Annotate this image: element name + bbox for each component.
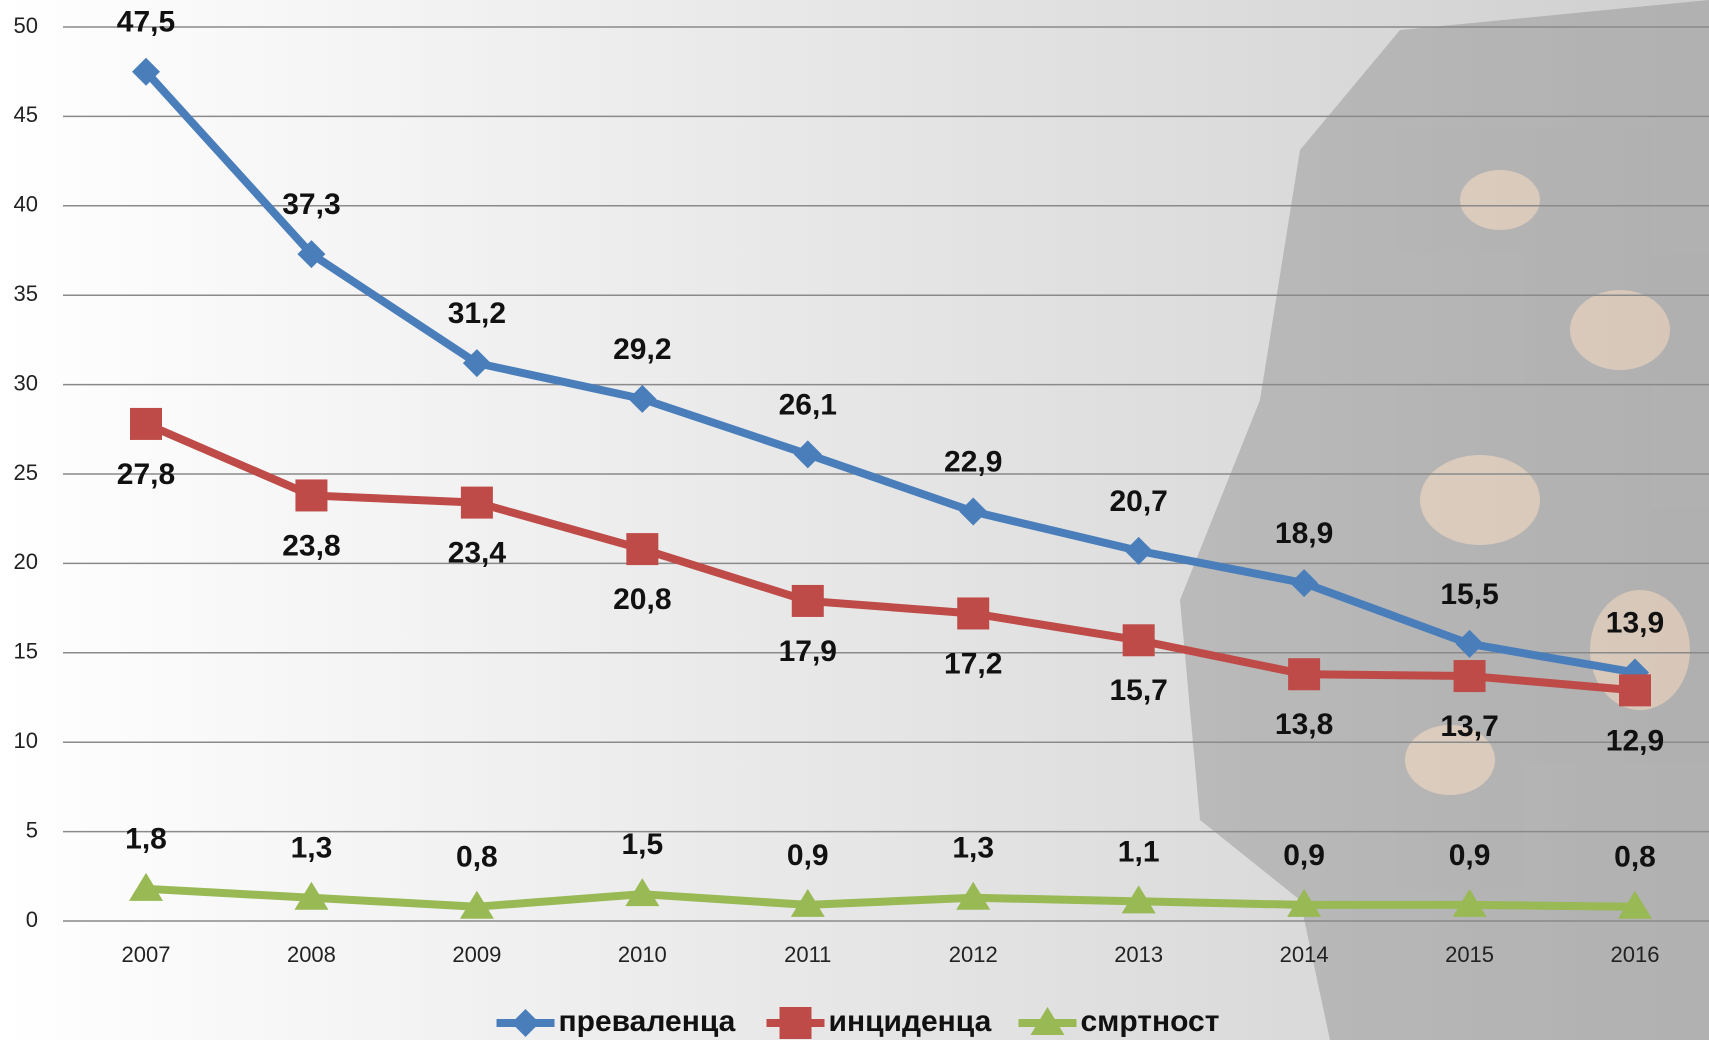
value-label: 22,9: [944, 445, 1002, 478]
marker: [792, 585, 824, 617]
value-label: 12,9: [1606, 724, 1664, 757]
value-label: 1,5: [621, 828, 663, 861]
x-tick-label: 2009: [452, 942, 501, 967]
value-label: 17,2: [944, 647, 1002, 680]
y-tick-label: 15: [14, 639, 38, 664]
x-tick-label: 2011: [784, 942, 831, 967]
y-tick-label: 40: [14, 192, 38, 217]
value-label: 1,8: [125, 823, 167, 856]
y-tick-label: 25: [14, 460, 38, 485]
y-tick-label: 35: [14, 281, 38, 306]
value-label: 26,1: [779, 388, 837, 421]
value-label: 0,8: [456, 841, 498, 874]
marker: [957, 597, 989, 629]
value-label: 15,5: [1440, 578, 1498, 611]
value-label: 1,3: [291, 832, 333, 865]
y-tick-label: 45: [14, 102, 38, 127]
value-label: 0,9: [787, 839, 829, 872]
value-label: 0,8: [1614, 841, 1656, 874]
value-label: 23,8: [282, 529, 340, 562]
legend-item: инциденца: [767, 1005, 992, 1039]
value-label: 0,9: [1283, 839, 1325, 872]
value-label: 37,3: [282, 188, 340, 221]
marker: [1288, 658, 1320, 690]
value-label: 13,9: [1606, 606, 1664, 639]
marker: [1619, 674, 1651, 706]
legend-label: инциденца: [829, 1005, 992, 1038]
y-tick-label: 50: [14, 13, 38, 38]
y-tick-label: 30: [14, 370, 38, 395]
value-label: 29,2: [613, 333, 671, 366]
x-tick-label: 2016: [1611, 942, 1660, 967]
x-tick-label: 2010: [618, 942, 667, 967]
value-label: 18,9: [1275, 517, 1333, 550]
marker: [130, 408, 162, 440]
value-label: 20,7: [1109, 485, 1167, 518]
chart: 0 5 10 15 20 25 30 35 40 45 50 2007 2008 2009 2010 2011…: [0, 0, 1709, 1040]
x-tick-label: 2008: [287, 942, 336, 967]
legend-label: преваленца: [559, 1005, 736, 1038]
value-label: 20,8: [613, 583, 671, 616]
x-tick-label: 2007: [122, 942, 171, 967]
legend-item: смртност: [1019, 1005, 1220, 1038]
marker: [295, 479, 327, 511]
value-label: 31,2: [448, 297, 506, 330]
legend-label: смртност: [1081, 1005, 1220, 1038]
marker: [1123, 624, 1155, 656]
marker: [1454, 660, 1486, 692]
x-tick-label: 2014: [1280, 942, 1329, 967]
x-tick-label: 2012: [949, 942, 998, 967]
value-label: 13,7: [1440, 710, 1498, 743]
value-label: 15,7: [1109, 674, 1167, 707]
y-tick-label: 10: [14, 728, 38, 753]
marker: [780, 1007, 812, 1039]
value-label: 23,4: [448, 537, 507, 570]
marker: [461, 487, 493, 519]
value-label: 13,8: [1275, 708, 1333, 741]
value-label: 1,1: [1118, 835, 1160, 868]
x-tick-label: 2015: [1445, 942, 1494, 967]
value-label: 47,5: [117, 6, 175, 39]
value-label: 27,8: [117, 458, 175, 491]
y-tick-label: 0: [26, 907, 38, 932]
value-label: 1,3: [952, 832, 994, 865]
y-tick-label: 5: [26, 817, 38, 842]
marker: [626, 533, 658, 565]
page: 0 5 10 15 20 25 30 35 40 45 50 2007 2008 2009 2010 2011…: [0, 0, 1709, 1040]
value-label: 17,9: [779, 635, 837, 668]
value-label: 0,9: [1449, 839, 1491, 872]
y-tick-label: 20: [14, 549, 38, 574]
x-tick-label: 2013: [1114, 942, 1163, 967]
